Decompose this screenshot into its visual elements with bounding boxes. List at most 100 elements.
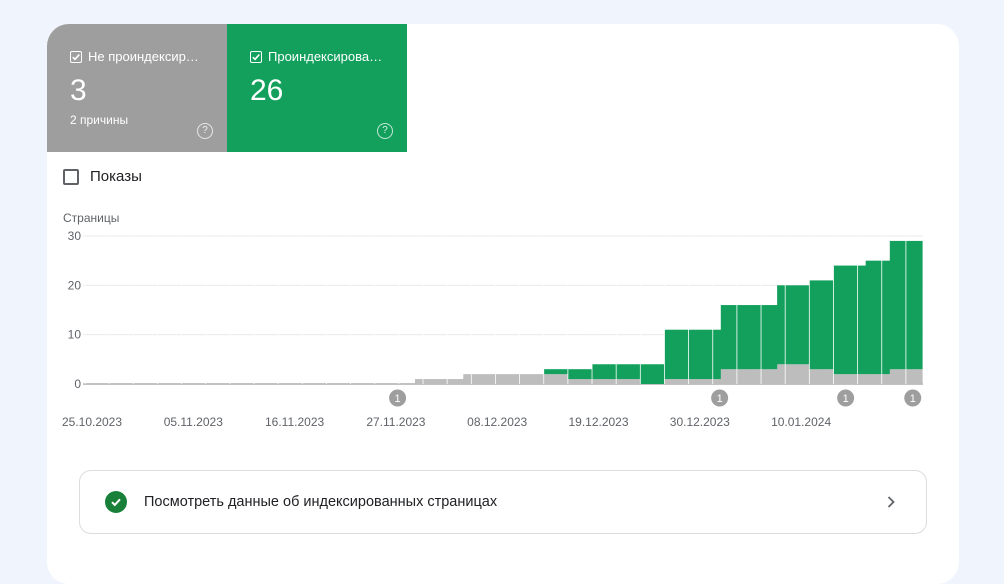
bar-indexed[interactable] <box>704 329 710 380</box>
bar-indexed[interactable] <box>628 364 633 380</box>
bar-not-indexed[interactable] <box>414 379 420 384</box>
bar-indexed[interactable] <box>571 369 577 380</box>
bar-not-indexed[interactable] <box>777 364 782 384</box>
bar-not-indexed[interactable] <box>869 374 875 384</box>
bar-not-indexed[interactable] <box>724 369 730 384</box>
bar-indexed[interactable] <box>765 305 770 370</box>
bar-indexed[interactable] <box>636 364 641 380</box>
bar-indexed[interactable] <box>809 280 814 370</box>
bar-not-indexed[interactable] <box>624 379 629 384</box>
bar-not-indexed[interactable] <box>527 374 533 384</box>
bar-indexed[interactable] <box>547 369 553 375</box>
bar-indexed[interactable] <box>893 240 899 370</box>
bar-not-indexed[interactable] <box>600 379 605 384</box>
bar-not-indexed[interactable] <box>575 379 581 384</box>
bar-not-indexed[interactable] <box>785 364 790 384</box>
bar-not-indexed[interactable] <box>455 379 460 384</box>
bar-indexed[interactable] <box>543 369 549 375</box>
bar-not-indexed[interactable] <box>825 369 831 384</box>
bar-indexed[interactable] <box>708 329 714 380</box>
impressions-toggle[interactable]: Показы <box>63 168 142 185</box>
bar-indexed[interactable] <box>608 364 613 380</box>
bar-indexed[interactable] <box>696 329 702 380</box>
annotation-marker[interactable] <box>837 389 855 407</box>
bar-not-indexed[interactable] <box>889 369 895 384</box>
bar-indexed[interactable] <box>728 305 734 370</box>
bar-indexed[interactable] <box>716 329 722 380</box>
bar-not-indexed[interactable] <box>427 379 432 384</box>
bar-not-indexed[interactable] <box>596 379 601 384</box>
bar-indexed[interactable] <box>692 329 698 380</box>
bar-not-indexed[interactable] <box>531 374 537 384</box>
bar-not-indexed[interactable] <box>567 379 573 384</box>
bar-not-indexed[interactable] <box>781 364 786 384</box>
bar-not-indexed[interactable] <box>813 369 818 384</box>
bar-indexed[interactable] <box>752 305 758 370</box>
bar-not-indexed[interactable] <box>692 379 698 384</box>
bar-not-indexed[interactable] <box>636 379 641 384</box>
bar-indexed[interactable] <box>913 240 919 370</box>
bar-indexed[interactable] <box>813 280 818 370</box>
bar-not-indexed[interactable] <box>491 374 497 384</box>
bar-not-indexed[interactable] <box>845 374 851 384</box>
bar-indexed[interactable] <box>869 260 875 375</box>
bar-not-indexed[interactable] <box>909 369 915 384</box>
checkbox-checked-icon[interactable] <box>70 50 82 63</box>
bar-not-indexed[interactable] <box>728 369 734 384</box>
bar-indexed[interactable] <box>853 265 859 375</box>
bar-not-indexed[interactable] <box>447 379 452 384</box>
bar-not-indexed[interactable] <box>841 374 847 384</box>
bar-not-indexed[interactable] <box>571 379 577 384</box>
bar-not-indexed[interactable] <box>431 379 436 384</box>
bar-indexed[interactable] <box>664 329 670 380</box>
bar-indexed[interactable] <box>885 260 891 375</box>
bar-indexed[interactable] <box>583 369 589 380</box>
bar-not-indexed[interactable] <box>716 379 722 384</box>
bar-not-indexed[interactable] <box>853 374 859 384</box>
bar-not-indexed[interactable] <box>451 379 456 384</box>
bar-not-indexed[interactable] <box>423 379 428 384</box>
bar-indexed[interactable] <box>588 369 593 380</box>
help-icon[interactable]: ? <box>377 123 393 139</box>
bar-not-indexed[interactable] <box>467 374 472 384</box>
bar-not-indexed[interactable] <box>829 369 835 384</box>
bar-not-indexed[interactable] <box>499 374 505 384</box>
bar-indexed[interactable] <box>579 369 585 380</box>
bar-not-indexed[interactable] <box>463 374 468 384</box>
bar-not-indexed[interactable] <box>592 379 597 384</box>
bar-indexed[interactable] <box>632 364 637 380</box>
bar-not-indexed[interactable] <box>712 379 718 384</box>
bar-not-indexed[interactable] <box>487 374 493 384</box>
bar-not-indexed[interactable] <box>833 374 839 384</box>
bar-not-indexed[interactable] <box>443 379 448 384</box>
bar-indexed[interactable] <box>801 285 806 365</box>
bar-indexed[interactable] <box>736 305 742 370</box>
bar-not-indexed[interactable] <box>555 374 561 384</box>
checkbox-checked-icon[interactable] <box>250 50 262 63</box>
bar-not-indexed[interactable] <box>769 369 774 384</box>
bar-not-indexed[interactable] <box>418 379 424 384</box>
bar-not-indexed[interactable] <box>793 364 798 384</box>
bar-indexed[interactable] <box>660 364 666 384</box>
bar-not-indexed[interactable] <box>672 379 678 384</box>
bar-indexed[interactable] <box>881 260 887 375</box>
bar-indexed[interactable] <box>559 369 565 375</box>
bar-not-indexed[interactable] <box>680 379 686 384</box>
bar-indexed[interactable] <box>865 260 871 375</box>
bar-not-indexed[interactable] <box>893 369 899 384</box>
bar-not-indexed[interactable] <box>628 379 633 384</box>
bar-indexed[interactable] <box>688 329 694 380</box>
bar-not-indexed[interactable] <box>583 379 589 384</box>
bar-not-indexed[interactable] <box>881 374 887 384</box>
bar-not-indexed[interactable] <box>511 374 517 384</box>
bar-indexed[interactable] <box>789 285 794 365</box>
bar-indexed[interactable] <box>575 369 581 380</box>
bar-not-indexed[interactable] <box>563 374 569 384</box>
bar-not-indexed[interactable] <box>857 374 863 384</box>
bar-not-indexed[interactable] <box>684 379 690 384</box>
annotation-marker[interactable] <box>904 389 922 407</box>
indexed-tile[interactable]: Проиндексирова… 26 ? <box>227 24 407 152</box>
bar-indexed[interactable] <box>909 240 915 370</box>
bar-not-indexed[interactable] <box>789 364 794 384</box>
bar-not-indexed[interactable] <box>744 369 750 384</box>
